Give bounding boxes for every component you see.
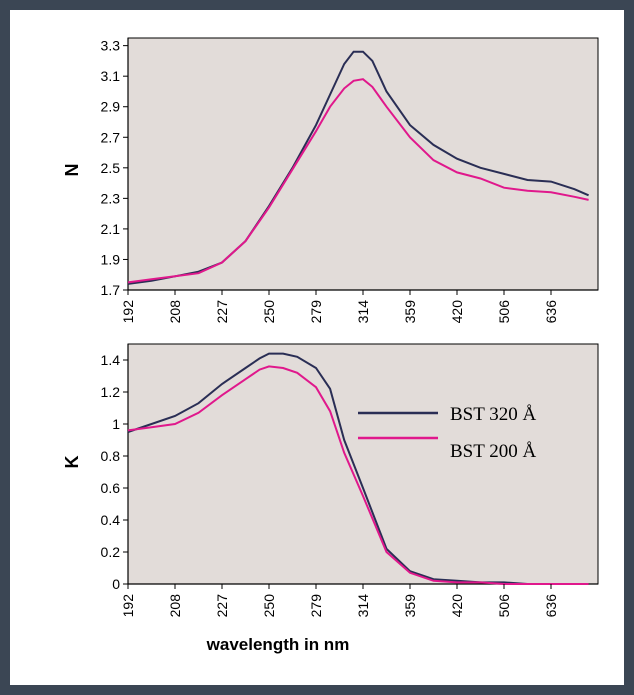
legend-label-320: BST 320 Å	[450, 404, 537, 425]
series-line-200	[127, 365, 589, 585]
series-line-320	[127, 352, 589, 585]
y-tick-label: 2.9	[101, 99, 121, 115]
y-axis-label-k: K	[62, 456, 82, 469]
x-axis-label: wavelength in nm	[206, 635, 350, 654]
y-tick-label: 0	[112, 576, 120, 592]
x-tick-label: 192	[120, 594, 136, 618]
y-tick-label: 1	[112, 416, 120, 432]
x-tick-label: 636	[543, 300, 559, 324]
figure-panel: 3.3 3.1 2.9 2.7 2.5 2.3 2.1 1.9 1.7 192 208 227 250…	[10, 10, 624, 685]
x-tick-label: 420	[449, 594, 465, 618]
x-tick-label: 314	[355, 594, 371, 618]
x-tick-label: 227	[214, 594, 230, 618]
y-tick-label: 1.9	[101, 251, 121, 267]
legend-label-200: BST 200 Å	[450, 441, 537, 462]
y-tick-label: 0.2	[101, 544, 121, 560]
x-tick-label: 192	[120, 300, 136, 324]
x-tick-label: 208	[167, 300, 183, 324]
y-tick-label: 0.8	[101, 448, 121, 464]
y-tick-label: 0.6	[101, 480, 121, 496]
y-tick-label: 2.5	[101, 160, 121, 176]
x-tick-label: 314	[355, 300, 371, 324]
x-tick-label: 636	[543, 594, 559, 618]
x-tick-label: 227	[214, 300, 230, 324]
series-line-200	[127, 78, 589, 284]
x-tick-label: 359	[402, 300, 418, 324]
plot-area-n	[127, 37, 599, 291]
x-tick-label: 279	[308, 300, 324, 324]
chart-figure: 3.3 3.1 2.9 2.7 2.5 2.3 2.1 1.9 1.7 192 208 227 250…	[62, 37, 599, 654]
chart-n: 3.3 3.1 2.9 2.7 2.5 2.3 2.1 1.9 1.7 192 208 227 250…	[62, 37, 599, 324]
x-tick-label: 208	[167, 594, 183, 618]
y-tick-label: 1.2	[101, 384, 121, 400]
y-axis-label-n: N	[62, 164, 82, 177]
x-tick-label: 250	[261, 594, 277, 618]
x-tick-label: 279	[308, 594, 324, 618]
y-tick-label: 3.3	[101, 38, 121, 54]
chart-k: 1.4 1.2 1 0.8 0.6 0.4 0.2 0 192 208 227 250 279 314 3…	[62, 343, 599, 618]
legend: BST 320 Å BST 200 Å	[358, 404, 537, 462]
x-tick-label: 359	[402, 594, 418, 618]
y-tick-label: 2.7	[101, 129, 121, 145]
y-tick-label: 0.4	[101, 512, 121, 528]
y-tick-label: 2.1	[101, 221, 121, 237]
x-tick-label: 250	[261, 300, 277, 324]
x-tick-label: 506	[496, 300, 512, 324]
x-tick-label: 420	[449, 300, 465, 324]
plot-area-k	[127, 343, 599, 585]
y-tick-label: 1.4	[101, 352, 121, 368]
y-tick-label: 2.3	[101, 190, 121, 206]
y-tick-label: 1.7	[101, 282, 121, 298]
x-tick-label: 506	[496, 594, 512, 618]
y-tick-label: 3.1	[101, 68, 121, 84]
